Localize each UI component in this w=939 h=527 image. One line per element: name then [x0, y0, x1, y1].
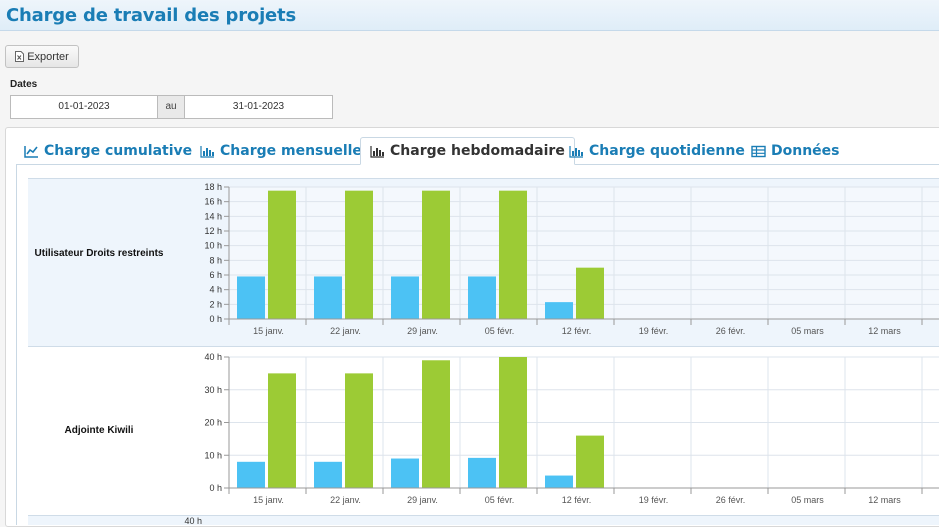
bar: [237, 461, 265, 488]
x-tick-label: 22 janv.: [330, 326, 361, 336]
tab-content: [16, 165, 939, 525]
user-row-2: Adjointe Kiwili 0 h 10 h 20 h 30 h 40 h 15 ja…: [28, 346, 939, 516]
y-tick-label: 40 h: [204, 352, 222, 362]
y-tick-label: 2 h: [209, 299, 222, 309]
x-tick-label: 19 févr.: [639, 326, 669, 336]
x-tick-label: 19 févr.: [639, 495, 669, 505]
x-tick-label: 05 févr.: [485, 495, 515, 505]
x-tick-label: 12 mars: [868, 495, 901, 505]
y-tick-label: 10 h: [204, 241, 222, 251]
y-tick-label: 10 h: [204, 450, 222, 460]
bar: [268, 373, 296, 488]
x-tick-label: 26 févr.: [716, 495, 746, 505]
weekly-load-chart-2: 0 h 10 h 20 h 30 h 40 h 15 janv. 22 janv. 29 ja…: [204, 352, 939, 505]
bar-chart-icon: [569, 145, 583, 158]
weekly-load-chart-1: 0 h 2 h 4 h 6 h 8 h 10 h 12 h 14 h 16 h 18 h 15 ja…: [204, 182, 939, 336]
x-tick-label: 05 mars: [791, 495, 824, 505]
y-tick-label: 16 h: [204, 197, 222, 207]
user-name: Utilisateur Droits restreints: [34, 248, 164, 259]
date-to-field[interactable]: 31-01-2023: [184, 95, 333, 119]
y-tick-label: 30 h: [204, 385, 222, 395]
bar: [237, 276, 265, 319]
y-tick-label: 4 h: [209, 285, 222, 295]
y-tick-label: 0 h: [209, 314, 222, 324]
bar: [499, 190, 527, 319]
x-tick-label: 05 févr.: [485, 326, 515, 336]
bar-chart-icon: [370, 145, 384, 158]
y-tick-label: 40 h: [184, 516, 202, 525]
bar: [499, 357, 527, 488]
y-tick-label: 12 h: [204, 226, 222, 236]
dates-label: Dates: [10, 79, 38, 90]
tab-label: Charge hebdomadaire: [390, 143, 565, 159]
line-chart-icon: [24, 145, 38, 158]
tab-charge-quotidienne[interactable]: Charge quotidienne: [569, 137, 745, 165]
bar: [345, 190, 373, 319]
user-name: Adjointe Kiwili: [64, 425, 134, 436]
x-tick-label: 12 févr.: [562, 495, 592, 505]
user-row-1: Utilisateur Droits restreints 0 h 2 h 4 h 6…: [28, 178, 939, 347]
bar: [314, 276, 342, 319]
file-export-icon: [15, 51, 25, 62]
bar: [314, 461, 342, 488]
page-title: Charge de travail des projets: [6, 5, 296, 26]
y-tick-label: 20 h: [204, 418, 222, 428]
date-range-separator: au: [157, 95, 185, 119]
page-header: Charge de travail des projets: [0, 0, 939, 31]
bar: [422, 190, 450, 319]
bar: [576, 267, 604, 319]
bar: [468, 276, 496, 319]
tab-label: Données: [771, 143, 840, 159]
y-tick-label: 14 h: [204, 211, 222, 221]
y-tick-label: 18 h: [204, 182, 222, 192]
tab-label: Charge quotidienne: [589, 143, 745, 159]
y-tick-label: 0 h: [209, 483, 222, 493]
bar: [268, 190, 296, 319]
y-tick-label: 8 h: [209, 255, 222, 265]
y-tick-label: 6 h: [209, 270, 222, 280]
x-tick-label: 29 janv.: [407, 326, 438, 336]
tab-label: Charge cumulative: [44, 143, 193, 159]
bar: [391, 276, 419, 319]
bar-chart-icon: [200, 145, 214, 158]
bar: [468, 457, 496, 488]
x-tick-label: 29 janv.: [407, 495, 438, 505]
x-tick-label: 15 janv.: [253, 326, 284, 336]
export-button-label: Exporter: [27, 50, 69, 63]
weekly-load-chart-3: 40 h: [184, 516, 202, 525]
tab-charge-cumulative[interactable]: Charge cumulative: [24, 137, 192, 165]
table-icon: [751, 145, 766, 157]
tab-charge-hebdomadaire[interactable]: Charge hebdomadaire: [360, 137, 575, 165]
bar: [576, 435, 604, 488]
tab-donnees[interactable]: Données: [751, 137, 840, 165]
x-tick-label: 15 janv.: [253, 495, 284, 505]
bar: [545, 302, 573, 319]
x-tick-label: 12 févr.: [562, 326, 592, 336]
x-tick-label: 05 mars: [791, 326, 824, 336]
tab-charge-mensuelle[interactable]: Charge mensuelle: [200, 137, 362, 165]
x-tick-label: 26 févr.: [716, 326, 746, 336]
export-button[interactable]: Exporter: [5, 45, 79, 68]
tab-label: Charge mensuelle: [220, 143, 362, 159]
bar: [391, 458, 419, 488]
x-tick-label: 22 janv.: [330, 495, 361, 505]
bar: [422, 360, 450, 488]
bar: [345, 373, 373, 488]
x-tick-label: 12 mars: [868, 326, 901, 336]
user-row-3: 40 h: [28, 515, 939, 525]
bar: [545, 475, 573, 488]
date-from-field[interactable]: 01-01-2023: [10, 95, 158, 119]
